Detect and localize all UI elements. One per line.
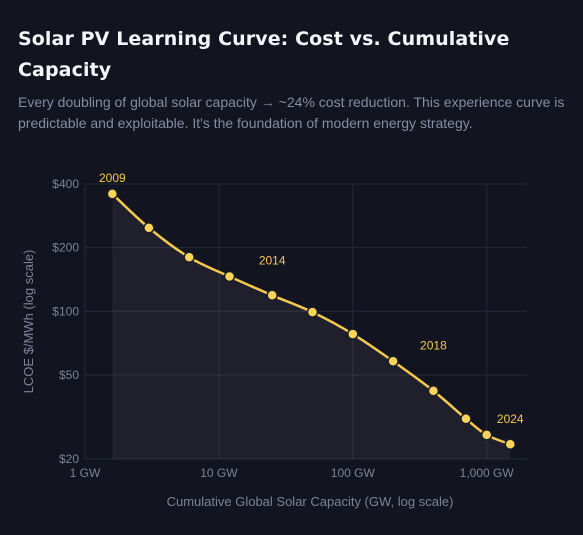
data-point [266, 289, 278, 302]
year-annotation: 2018 [420, 338, 447, 352]
y-axis-label: LCOE $/MWh (log scale) [21, 250, 36, 394]
data-point [223, 270, 236, 283]
grid-lines [84, 183, 527, 460]
y-tick-label: $100 [52, 304, 79, 318]
x-tick-label: 1,000 GW [460, 466, 515, 480]
chart-subtitle: Every doubling of global solar capacity … [18, 94, 565, 131]
data-points [106, 188, 517, 450]
data-point [183, 251, 195, 264]
data-point [504, 438, 517, 450]
year-annotation: 2024 [497, 412, 524, 426]
data-point [460, 413, 472, 425]
y-axis-ticks: $400 $200 $100 $50 $20 [52, 177, 79, 466]
y-tick-label: $400 [52, 177, 79, 191]
year-annotation: 2014 [259, 254, 286, 268]
x-tick-label: 100 GW [331, 466, 376, 480]
y-tick-label: $20 [59, 452, 79, 466]
y-tick-label: $200 [52, 241, 79, 255]
y-tick-label: $50 [59, 368, 79, 382]
x-tick-label: 1 GW [70, 466, 101, 480]
area-fill [112, 193, 511, 459]
year-annotation: 2009 [99, 171, 126, 185]
data-point [427, 385, 440, 397]
data-point [387, 355, 399, 368]
data-point [347, 328, 359, 340]
data-point [143, 222, 155, 234]
x-axis-ticks: 1 GW 10 GW 100 GW 1,000 GW [70, 466, 515, 480]
data-point [480, 429, 493, 441]
data-point [306, 306, 319, 318]
year-annotations: 2009 2014 2018 2024 [99, 171, 524, 426]
learning-curve-chart: 1 GW 10 GW 100 GW 1,000 GW $400$200$100$50$… [21, 171, 527, 509]
x-axis-label: Cumulative Global Solar Capacity (GW, lo… [167, 494, 454, 509]
data-point [106, 188, 119, 200]
chart-title: Solar PV Learning Curve: Cost vs. Cumula… [18, 28, 510, 81]
x-tick-label: 10 GW [200, 466, 238, 480]
